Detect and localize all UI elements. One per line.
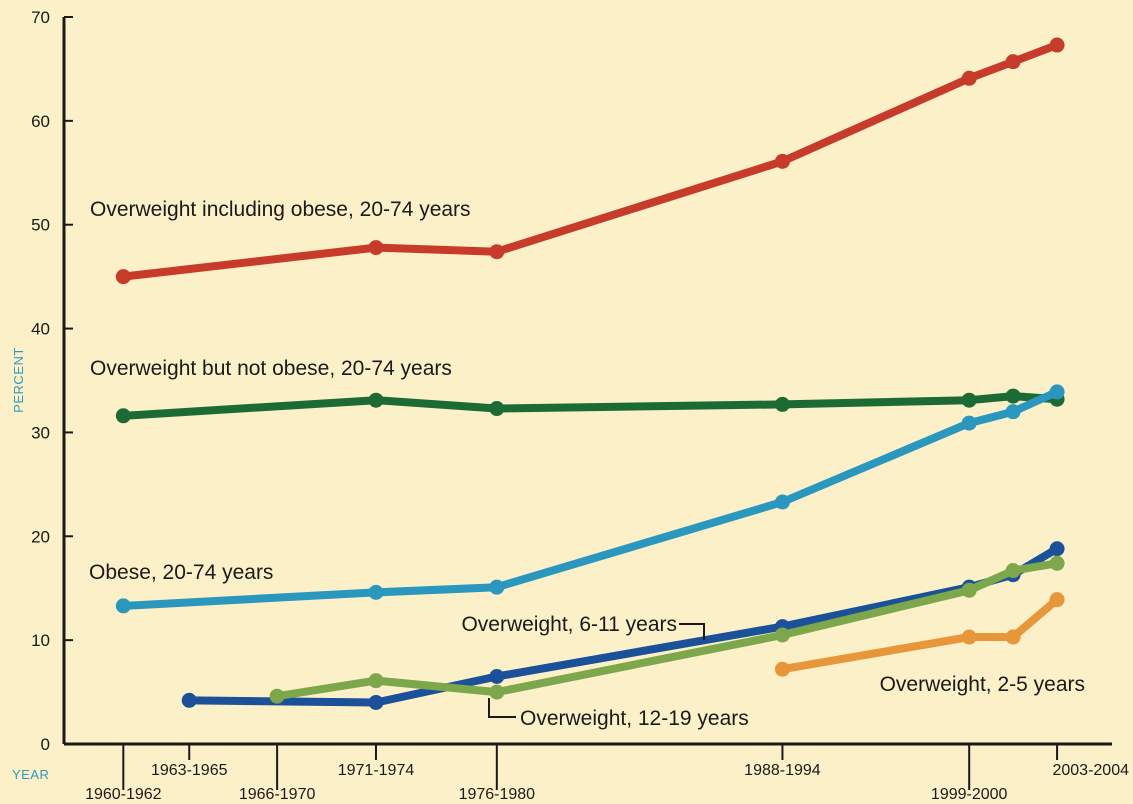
- data-point: [368, 694, 384, 710]
- x-tick-label: 1999-2000: [931, 786, 1008, 803]
- series-line: [119, 41, 1062, 281]
- x-tick-label: 1960-1962: [85, 786, 162, 803]
- data-point: [1049, 541, 1065, 557]
- series-label: Overweight, 2-5 years: [880, 673, 1085, 696]
- x-tick-label: 1966-1970: [239, 786, 316, 803]
- series-label: Obese, 20-74 years: [89, 561, 273, 584]
- series-2: [115, 384, 1065, 614]
- data-point: [368, 584, 384, 600]
- data-point: [269, 688, 285, 704]
- data-point: [489, 244, 505, 260]
- series-label: Overweight, 12-19 years: [520, 707, 749, 730]
- y-tick-label: 0: [41, 735, 50, 754]
- series-labels: Overweight including obese, 20-74 years O…: [89, 198, 1085, 730]
- series-5: [774, 592, 1065, 677]
- data-point: [1005, 54, 1021, 70]
- data-point: [961, 392, 977, 408]
- data-point: [115, 598, 131, 614]
- series-line: [778, 595, 1062, 674]
- data-point: [1049, 384, 1065, 400]
- data-point: [1005, 629, 1021, 645]
- data-point: [489, 579, 505, 595]
- label-leader-line: [679, 623, 705, 640]
- data-point: [368, 240, 384, 256]
- series-line: [119, 392, 1062, 420]
- y-tick-label: 10: [31, 631, 50, 650]
- label-leader-line: [488, 698, 516, 718]
- data-point: [774, 661, 790, 677]
- data-point: [181, 692, 197, 708]
- data-point: [1005, 404, 1021, 420]
- series-0: [115, 37, 1065, 285]
- series-label: Overweight, 6-11 years: [461, 613, 677, 636]
- data-point: [774, 396, 790, 412]
- data-point: [961, 582, 977, 598]
- data-point: [1005, 388, 1021, 404]
- x-tick-label: 2003-2004: [1052, 762, 1129, 779]
- data-point: [1049, 592, 1065, 608]
- data-point: [368, 673, 384, 689]
- x-axis-label: YEAR: [12, 767, 49, 782]
- x-tick-label: 1988-1994: [744, 762, 821, 779]
- data-point: [961, 415, 977, 431]
- data-point: [489, 668, 505, 684]
- y-tick-label: 20: [31, 527, 50, 546]
- y-tick-label: 40: [31, 320, 50, 339]
- y-tick-label: 60: [31, 112, 50, 131]
- series-lines: [115, 37, 1065, 710]
- x-tick-label: 1971-1974: [338, 762, 415, 779]
- y-axis-label: PERCENT: [11, 347, 26, 413]
- x-tick-label: 1976-1980: [459, 786, 536, 803]
- series-4: [269, 555, 1065, 704]
- data-point: [774, 627, 790, 643]
- series-label: Overweight including obese, 20-74 years: [90, 198, 471, 221]
- y-tick-label: 30: [31, 423, 50, 442]
- data-point: [489, 684, 505, 700]
- data-point: [774, 494, 790, 510]
- y-tick-label: 50: [31, 216, 50, 235]
- data-point: [774, 153, 790, 169]
- data-point: [115, 269, 131, 285]
- data-point: [1005, 563, 1021, 579]
- series-1: [115, 388, 1065, 424]
- data-point: [961, 70, 977, 86]
- data-point: [1049, 555, 1065, 571]
- y-tick-label: 70: [31, 8, 50, 27]
- axes: 0 10 20 30 40 50 60 70 1960-1962 1963-1965 1966-19…: [11, 8, 1129, 803]
- data-point: [1049, 37, 1065, 53]
- x-tick-label: 1963-1965: [151, 762, 228, 779]
- data-point: [368, 392, 384, 408]
- data-point: [489, 401, 505, 417]
- data-point: [961, 629, 977, 645]
- data-point: [115, 408, 131, 424]
- series-label: Overweight but not obese, 20-74 years: [90, 357, 452, 380]
